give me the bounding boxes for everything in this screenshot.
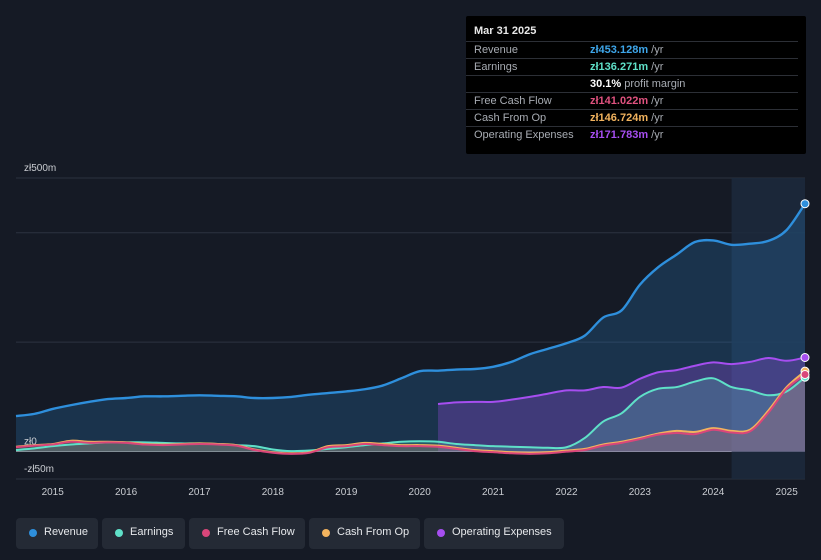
operating-expenses-line (437, 356, 806, 406)
x-tick-label: 2020 (409, 487, 432, 498)
highlight-band (731, 178, 805, 479)
legend-dot-icon (322, 529, 330, 537)
value-text: 30.1% (590, 78, 622, 90)
legend-label: Free Cash Flow (217, 526, 295, 538)
x-tick-label: 2023 (629, 487, 652, 498)
free-cash-flow-area (16, 374, 805, 454)
tooltip-value: zł171.783m /yr (590, 129, 663, 141)
tooltip-row-free-cash-flow: Free Cash Flow zł141.022m /yr (466, 92, 798, 110)
tooltip-value: zł136.271m /yr (590, 61, 663, 73)
tooltip-value: 30.1% profit margin (590, 78, 685, 90)
legend-label: Revenue (44, 526, 89, 538)
free-cash-flow-end-point (800, 369, 810, 379)
tooltip-row-profit-margin: 30.1% profit margin (466, 75, 798, 93)
value-unit: /yr (648, 129, 664, 141)
tooltip-date: Mar 31 2025 (474, 25, 537, 37)
legend-label: Operating Expenses (452, 526, 552, 538)
tooltip-value: zł453.128m /yr (590, 44, 663, 56)
y-tick-label: zł500m (24, 163, 56, 174)
value-unit: /yr (648, 44, 664, 56)
tooltip-label: Operating Expenses (474, 129, 574, 141)
tooltip-label: Earnings (474, 61, 518, 73)
tooltip-row-earnings: Earnings zł136.271m /yr (466, 58, 798, 76)
x-tick-label: 2018 (262, 487, 285, 498)
legend-dot-icon (29, 529, 37, 537)
legend-dot-icon (115, 529, 123, 537)
x-tick-label: 2025 (776, 487, 799, 498)
tooltip-row-revenue: Revenue zł453.128m /yr (466, 41, 798, 59)
tooltip-label: Cash From Op (474, 112, 547, 124)
free-cash-flow-line (15, 373, 806, 455)
x-tick-label: 2022 (555, 487, 578, 498)
legend-revenue[interactable]: Revenue (16, 518, 98, 549)
series-end-dots (800, 199, 810, 382)
value-text: zł171.783m (590, 129, 649, 141)
tooltip-row-cash-from-op: Cash From Op zł146.724m /yr (466, 109, 798, 127)
value-text: zł146.724m (590, 112, 649, 124)
legend-dot-icon (437, 529, 445, 537)
tooltip-panel: Mar 31 2025 Revenue zł453.128m /yr Earni… (466, 16, 806, 154)
x-tick-label: 2024 (702, 487, 725, 498)
legend-label: Earnings (130, 526, 174, 538)
value-text: zł141.022m (590, 95, 649, 107)
value-text: zł136.271m (590, 61, 649, 73)
earnings-area (16, 377, 805, 452)
tooltip-value: zł146.724m /yr (590, 112, 663, 124)
cash-from-op-area (16, 371, 805, 454)
x-axis: 2015 2016 2017 2018 2019 2020 2021 2022 2023 2024… (42, 487, 799, 498)
legend-operating-expenses[interactable]: Operating Expenses (424, 518, 564, 549)
tooltip-label: Revenue (474, 44, 519, 56)
x-tick-label: 2021 (482, 487, 505, 498)
x-tick-label: 2019 (335, 487, 358, 498)
revenue-area (16, 203, 805, 452)
legend-dot-icon (202, 529, 210, 537)
gridlines (16, 177, 805, 480)
x-tick-label: 2017 (188, 487, 211, 498)
series-lines (15, 203, 806, 455)
operating-expenses-end-point (800, 353, 810, 363)
earnings-line (15, 376, 806, 453)
revenue-end-point (800, 199, 810, 209)
legend-label: Cash From Op (337, 526, 410, 538)
revenue-line (15, 203, 806, 418)
y-tick-label: -zł50m (24, 464, 54, 475)
legend-earnings[interactable]: Earnings (102, 518, 185, 549)
tooltip-label: Free Cash Flow (474, 95, 552, 107)
legend-cash-from-op[interactable]: Cash From Op (309, 518, 420, 549)
legend-free-cash-flow[interactable]: Free Cash Flow (189, 518, 305, 549)
value-text: zł453.128m (590, 44, 649, 56)
y-tick-label: zł0 (24, 437, 37, 448)
value-unit: profit margin (621, 78, 686, 90)
x-tick-label: 2016 (115, 487, 138, 498)
value-unit: /yr (648, 112, 664, 124)
x-tick-label: 2015 (42, 487, 65, 498)
tooltip-value: zł141.022m /yr (590, 95, 663, 107)
tooltip-row-operating-expenses: Operating Expenses zł171.783m /yr (466, 126, 798, 144)
value-unit: /yr (648, 95, 664, 107)
y-axis: zł500m zł0 -zł50m (24, 163, 56, 475)
value-unit: /yr (648, 61, 664, 73)
